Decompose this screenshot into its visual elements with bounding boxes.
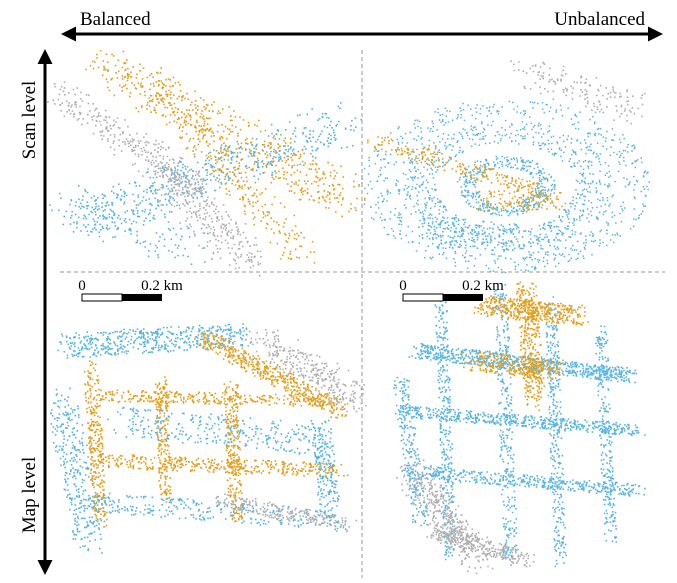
points (50, 387, 106, 554)
header-left: Balanced (80, 9, 151, 30)
points (396, 459, 494, 575)
row-label: Scan level (19, 81, 40, 160)
scale-end: 0.2 km (462, 278, 504, 294)
points (595, 325, 618, 543)
points (74, 491, 347, 531)
scale-end: 0.2 km (141, 278, 183, 294)
points (395, 119, 616, 253)
points (516, 281, 545, 412)
points (154, 376, 172, 503)
scale-start: 0 (78, 278, 86, 294)
points (434, 296, 456, 561)
points (95, 453, 349, 478)
points (310, 419, 340, 530)
points (393, 376, 428, 527)
point-clouds (47, 49, 650, 575)
scale-bar: 0 0.2 km (399, 278, 504, 302)
points (544, 296, 567, 568)
header-right: Unbalanced (554, 9, 645, 30)
points (493, 284, 518, 566)
points (247, 329, 367, 413)
points (83, 360, 108, 528)
points (47, 81, 209, 203)
scale-start: 0 (399, 278, 407, 294)
points (141, 151, 262, 277)
points (473, 295, 589, 326)
points (49, 185, 213, 266)
points (57, 323, 253, 359)
points (475, 190, 567, 211)
points (85, 49, 366, 218)
points (510, 60, 646, 125)
points (394, 404, 646, 437)
row-label: Map level (19, 457, 40, 534)
points (223, 380, 244, 522)
points (456, 155, 556, 217)
points (401, 464, 646, 497)
points (361, 100, 650, 274)
points (107, 406, 327, 455)
points (194, 330, 349, 419)
scale-bar: 0 0.2 km (78, 278, 183, 302)
points (408, 342, 638, 384)
points (462, 351, 564, 381)
points (418, 216, 567, 257)
points (367, 136, 540, 196)
